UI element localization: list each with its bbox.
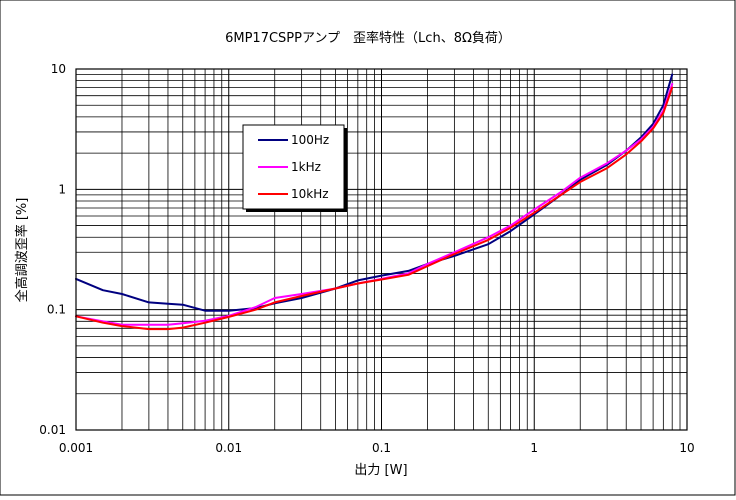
grid	[75, 69, 687, 431]
y-axis-label: 全高調波歪率 [%]	[14, 198, 30, 303]
y-tick-label: 0.01	[39, 423, 66, 437]
series-lines	[75, 73, 674, 331]
x-tick-label: 0.01	[215, 441, 242, 455]
series-line-10khz	[75, 86, 674, 331]
x-tick-label: 0.001	[59, 441, 93, 455]
tick-labels: 0.001 0.01 0.1 1 10 0.01 0.1 1 10	[39, 62, 694, 455]
y-tick-label: 10	[51, 62, 66, 76]
x-axis-label: 出力 [W]	[354, 463, 407, 478]
legend: 100Hz 1kHz 10kHz	[242, 124, 347, 212]
plot-area-frame	[75, 68, 688, 431]
legend-label: 100Hz	[291, 133, 329, 147]
legend-label: 1kHz	[291, 160, 321, 174]
x-tick-label: 1	[530, 441, 538, 455]
x-tick-label: 10	[679, 441, 694, 455]
y-tick-label: 1	[58, 182, 66, 196]
y-tick-label: 0.1	[47, 303, 66, 317]
chart-title: 6MP17CSPPアンプ 歪率特性（Lch、8Ω負荷）	[225, 30, 511, 46]
legend-label: 10kHz	[291, 187, 329, 201]
x-tick-label: 0.1	[372, 441, 391, 455]
